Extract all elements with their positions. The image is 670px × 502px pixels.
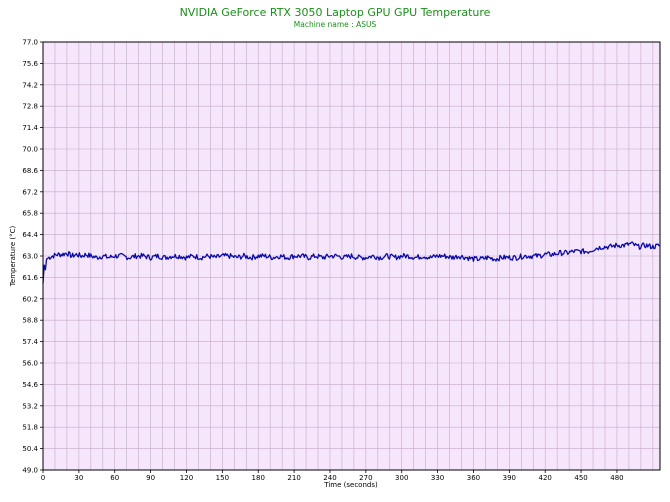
y-tick-label: 71.4: [22, 124, 38, 132]
temperature-series-line: [42, 241, 661, 284]
y-tick-label: 65.8: [22, 210, 38, 218]
y-tick-label: 61.6: [22, 274, 38, 282]
y-tick-label: 56.0: [22, 360, 38, 368]
x-tick-label: 150: [216, 474, 229, 482]
y-tick-label: 51.8: [22, 424, 38, 432]
y-tick-label: 64.4: [22, 231, 38, 239]
y-tick-label: 67.2: [22, 188, 38, 196]
x-tick-label: 390: [503, 474, 516, 482]
y-tick-label: 54.6: [22, 381, 38, 389]
y-tick-label: 68.6: [22, 167, 38, 175]
x-tick-label: 120: [180, 474, 193, 482]
y-tick-label: 49.0: [22, 467, 38, 475]
x-tick-label: 420: [539, 474, 552, 482]
x-axis-label: Time (seconds): [323, 481, 378, 489]
series-layer: [42, 241, 661, 284]
y-tick-label: 50.4: [22, 445, 38, 453]
x-tick-label: 90: [146, 474, 155, 482]
x-tick-label: 210: [287, 474, 300, 482]
y-tick-label: 57.4: [22, 338, 38, 346]
x-tick-label: 330: [431, 474, 444, 482]
x-tick-label: 480: [610, 474, 623, 482]
y-tick-label: 58.8: [22, 317, 38, 325]
y-tick-label: 75.6: [22, 60, 38, 68]
x-tick-label: 240: [323, 474, 336, 482]
x-tick-label: 300: [395, 474, 408, 482]
x-tick-label: 60: [110, 474, 119, 482]
x-tick-label: 450: [574, 474, 587, 482]
y-axis-label: Temperature (°C): [9, 226, 17, 288]
grid-lines: [43, 42, 660, 470]
y-tick-label: 60.2: [22, 295, 38, 303]
x-tick-label: 0: [41, 474, 45, 482]
chart-subtitle: Machine name : ASUS: [294, 20, 377, 29]
x-axis-ticks: 0 30 60 90 120 150 180 210 240 270 300 330 360 390 420…: [41, 470, 624, 482]
chart-title: NVIDIA GeForce RTX 3050 Laptop GPU GPU T…: [180, 6, 491, 19]
x-tick-label: 180: [252, 474, 265, 482]
y-tick-label: 70.0: [22, 146, 38, 154]
y-tick-label: 63.0: [22, 253, 38, 261]
y-tick-label: 74.2: [22, 81, 38, 89]
x-tick-label: 30: [74, 474, 83, 482]
x-tick-label: 360: [467, 474, 480, 482]
y-axis-ticks: 49.0 50.4 51.8 53.2 54.6 56.0 57.4 58.8 60.2 61.6…: [22, 39, 43, 475]
y-tick-label: 72.8: [22, 103, 38, 111]
y-tick-label: 53.2: [22, 402, 38, 410]
x-tick-label: 270: [359, 474, 372, 482]
y-tick-label: 77.0: [22, 39, 38, 47]
